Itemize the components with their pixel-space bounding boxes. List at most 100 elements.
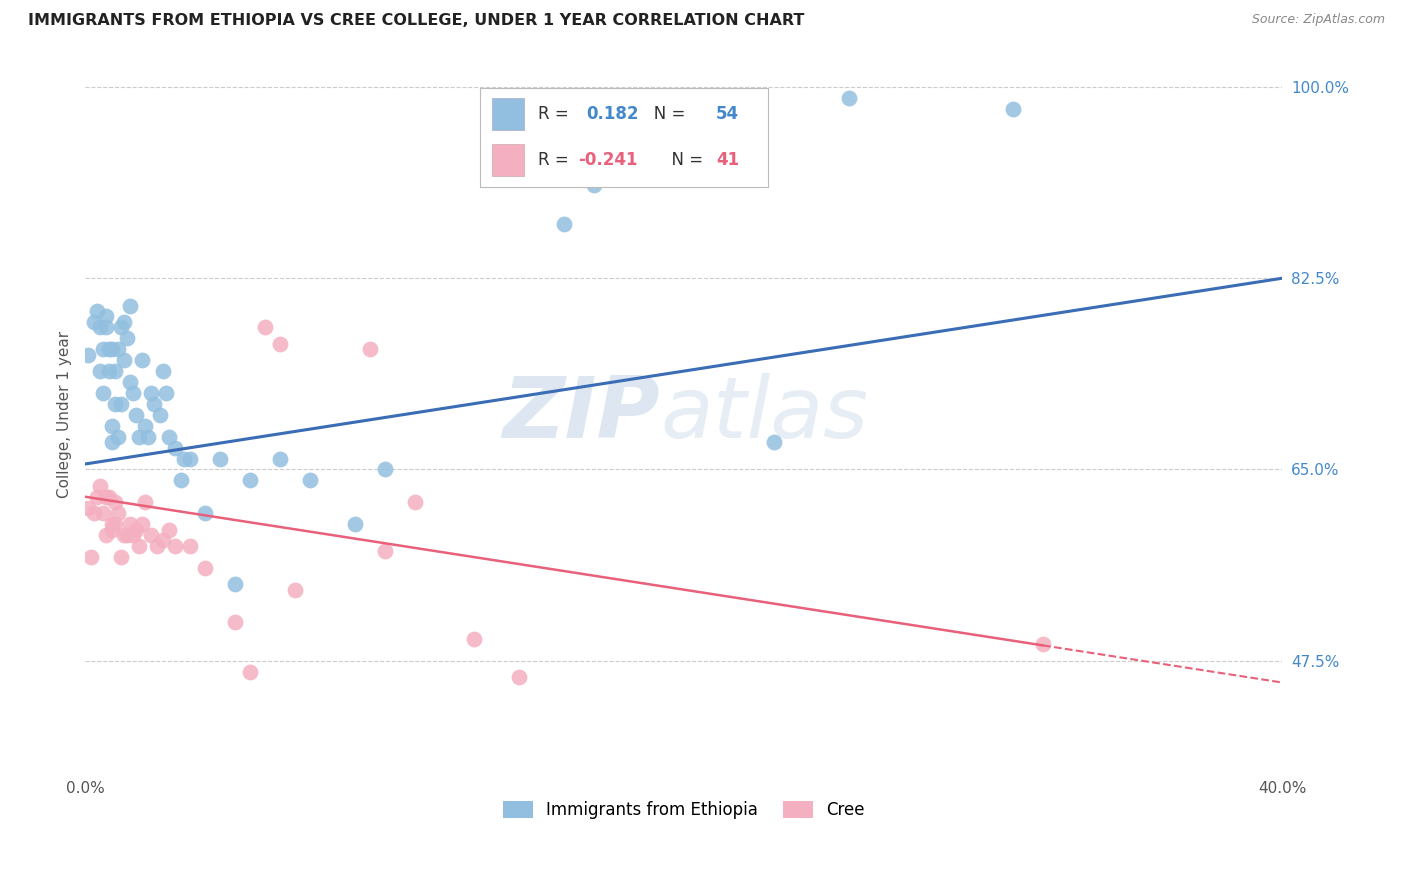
Point bbox=[170, 474, 193, 488]
Point bbox=[343, 517, 366, 532]
Y-axis label: College, Under 1 year: College, Under 1 year bbox=[58, 331, 72, 499]
Point bbox=[165, 441, 187, 455]
Point bbox=[149, 408, 172, 422]
Point bbox=[224, 577, 246, 591]
Point bbox=[134, 418, 156, 433]
Text: ZIP: ZIP bbox=[502, 373, 659, 457]
Point bbox=[80, 549, 103, 564]
Point bbox=[583, 178, 606, 193]
Point bbox=[120, 298, 142, 312]
Point bbox=[110, 397, 132, 411]
Point bbox=[96, 310, 118, 324]
Point bbox=[110, 549, 132, 564]
Point bbox=[131, 517, 153, 532]
Point bbox=[194, 561, 217, 575]
Point bbox=[104, 397, 127, 411]
Point bbox=[96, 490, 118, 504]
Point bbox=[157, 430, 180, 444]
Point bbox=[120, 517, 142, 532]
Point bbox=[165, 539, 187, 553]
Point bbox=[122, 528, 145, 542]
Point bbox=[179, 451, 201, 466]
Point bbox=[83, 506, 105, 520]
Point bbox=[298, 474, 321, 488]
Point bbox=[91, 343, 114, 357]
Point bbox=[110, 320, 132, 334]
Point bbox=[152, 533, 174, 548]
Point bbox=[101, 523, 124, 537]
Point bbox=[91, 506, 114, 520]
Point bbox=[141, 528, 163, 542]
Point bbox=[104, 517, 127, 532]
Text: Source: ZipAtlas.com: Source: ZipAtlas.com bbox=[1251, 13, 1385, 27]
Point bbox=[239, 665, 262, 679]
Point bbox=[253, 320, 276, 334]
Point bbox=[125, 523, 148, 537]
Point bbox=[194, 506, 217, 520]
Point bbox=[101, 418, 124, 433]
Point bbox=[96, 320, 118, 334]
Point bbox=[86, 490, 108, 504]
Point bbox=[98, 343, 121, 357]
Point bbox=[155, 386, 177, 401]
Point bbox=[77, 348, 100, 362]
Point bbox=[98, 364, 121, 378]
Point bbox=[104, 495, 127, 509]
Point bbox=[179, 539, 201, 553]
Point bbox=[838, 91, 860, 105]
Point bbox=[104, 364, 127, 378]
Point bbox=[89, 364, 111, 378]
Point bbox=[152, 364, 174, 378]
Point bbox=[112, 528, 135, 542]
Point bbox=[224, 615, 246, 630]
Point bbox=[157, 523, 180, 537]
Point bbox=[269, 451, 291, 466]
Point bbox=[101, 517, 124, 532]
Point bbox=[762, 435, 785, 450]
Point bbox=[404, 495, 426, 509]
Point bbox=[143, 397, 166, 411]
Point bbox=[269, 336, 291, 351]
Point bbox=[107, 343, 129, 357]
Point bbox=[1002, 102, 1025, 116]
Point bbox=[91, 386, 114, 401]
Point bbox=[374, 544, 396, 558]
Point bbox=[101, 435, 124, 450]
Point bbox=[125, 408, 148, 422]
Point bbox=[141, 386, 163, 401]
Point bbox=[117, 331, 139, 345]
Point bbox=[83, 315, 105, 329]
Point bbox=[134, 495, 156, 509]
Point bbox=[107, 506, 129, 520]
Point bbox=[1032, 637, 1054, 651]
Text: IMMIGRANTS FROM ETHIOPIA VS CREE COLLEGE, UNDER 1 YEAR CORRELATION CHART: IMMIGRANTS FROM ETHIOPIA VS CREE COLLEGE… bbox=[28, 13, 804, 29]
Point bbox=[98, 490, 121, 504]
Point bbox=[359, 343, 381, 357]
Point bbox=[128, 539, 150, 553]
Point bbox=[239, 474, 262, 488]
Point bbox=[173, 451, 195, 466]
Point bbox=[284, 582, 307, 597]
Point bbox=[86, 304, 108, 318]
Point bbox=[508, 670, 530, 684]
Point bbox=[112, 353, 135, 368]
Point bbox=[136, 430, 159, 444]
Point bbox=[374, 462, 396, 476]
Legend: Immigrants from Ethiopia, Cree: Immigrants from Ethiopia, Cree bbox=[496, 794, 872, 826]
Point bbox=[128, 430, 150, 444]
Point bbox=[146, 539, 169, 553]
Point bbox=[120, 375, 142, 389]
Point bbox=[96, 528, 118, 542]
Point bbox=[463, 632, 485, 646]
Point bbox=[107, 430, 129, 444]
Point bbox=[77, 500, 100, 515]
Point bbox=[101, 343, 124, 357]
Point bbox=[131, 353, 153, 368]
Point bbox=[89, 320, 111, 334]
Point bbox=[122, 386, 145, 401]
Point bbox=[553, 217, 575, 231]
Point bbox=[209, 451, 232, 466]
Text: atlas: atlas bbox=[659, 373, 868, 457]
Point bbox=[89, 479, 111, 493]
Point bbox=[117, 528, 139, 542]
